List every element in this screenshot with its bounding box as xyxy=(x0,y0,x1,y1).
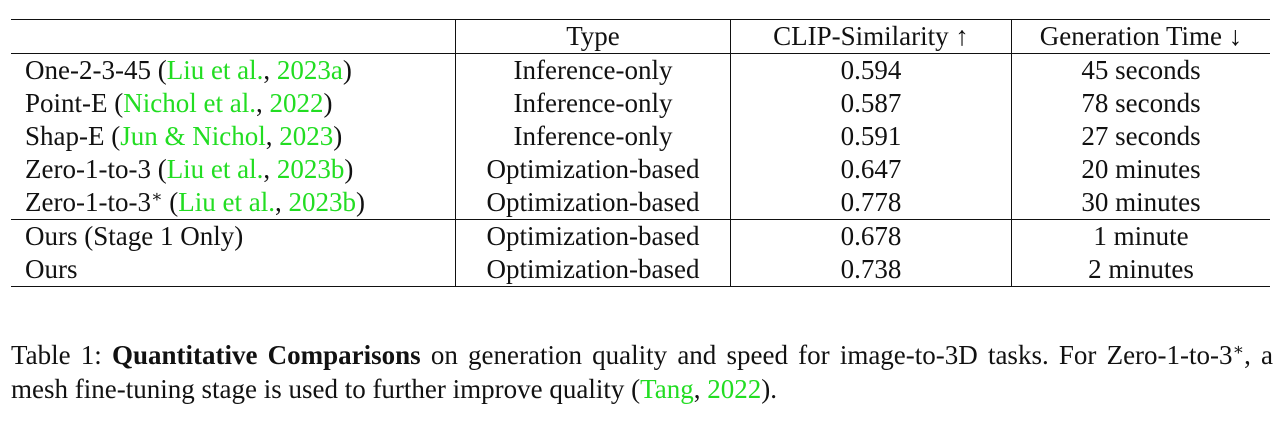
type-cell: Inference-only xyxy=(455,87,731,120)
clip-cell: 0.594 xyxy=(730,53,1012,87)
table-row: Zero-1-to-3∗ (Liu et al., 2023b) Optimiz… xyxy=(11,186,1270,220)
header-type: Type xyxy=(455,19,731,54)
caption-label: Table 1: xyxy=(11,340,112,370)
table-row: One-2-3-45 (Liu et al., 2023a) Inference… xyxy=(11,53,1270,87)
type-cell: Inference-only xyxy=(455,120,731,153)
time-cell: 78 seconds xyxy=(1081,88,1201,118)
clip-cell: 0.778 xyxy=(730,186,1012,220)
clip-cell: 0.591 xyxy=(730,120,1012,153)
asterisk-marker: ∗ xyxy=(150,187,163,206)
citation-link[interactable]: Jun & Nichol xyxy=(120,121,266,151)
method-cell: Ours xyxy=(11,253,456,287)
time-cell: 2 minutes xyxy=(1011,253,1270,287)
type-cell: Optimization-based xyxy=(455,153,731,186)
table-header-row: Type CLIP-Similarity ↑ Generation Time ↓ xyxy=(11,19,1270,54)
table-row: Shap-E (Jun & Nichol, 2023) Inference-on… xyxy=(11,120,1270,153)
table-row: Ours Optimization-based 0.738 2 minutes xyxy=(11,253,1270,287)
citation-link[interactable]: Liu et al. xyxy=(178,187,275,217)
type-cell: Inference-only xyxy=(455,53,731,87)
time-cell: 27 seconds xyxy=(1081,121,1201,151)
header-generation-time: Generation Time ↓ xyxy=(1011,19,1270,54)
citation-year-link[interactable]: 2023 xyxy=(279,121,334,151)
comparison-table: Type CLIP-Similarity ↑ Generation Time ↓… xyxy=(11,19,1270,287)
citation-year-link[interactable]: 2022 xyxy=(707,374,762,404)
citation-year-link[interactable]: 2023b xyxy=(288,187,356,217)
time-cell: 30 minutes xyxy=(1081,187,1201,217)
header-method xyxy=(11,19,456,54)
citation-link[interactable]: Nichol et al. xyxy=(123,88,256,118)
asterisk-marker: ∗ xyxy=(1232,340,1245,359)
clip-cell: 0.678 xyxy=(730,219,1012,253)
method-cell: Shap-E (Jun & Nichol, 2023) xyxy=(11,120,456,153)
citation-link[interactable]: Tang xyxy=(640,374,694,404)
type-cell: Optimization-based xyxy=(455,253,731,287)
time-cell: 20 minutes xyxy=(1081,154,1201,184)
table-row: Zero-1-to-3 (Liu et al., 2023b) Optimiza… xyxy=(11,153,1270,186)
clip-cell: 0.587 xyxy=(730,87,1012,120)
table-caption: Table 1: Quantitative Comparisons on gen… xyxy=(11,340,1273,404)
citation-link[interactable]: Liu et al. xyxy=(166,55,264,85)
clip-cell: 0.647 xyxy=(730,153,1012,186)
header-clip-similarity: CLIP-Similarity ↑ xyxy=(730,19,1012,54)
citation-year-link[interactable]: 2023a xyxy=(276,55,343,85)
citation-link[interactable]: Liu et al. xyxy=(166,154,264,184)
method-cell: Zero-1-to-3∗ (Liu et al., 2023b) xyxy=(11,186,456,220)
method-cell: Point-E (Nichol et al., 2022) xyxy=(11,87,456,120)
time-cell: 1 minute xyxy=(1011,219,1270,253)
method-cell: One-2-3-45 (Liu et al., 2023a) xyxy=(11,53,456,87)
table-row: Ours (Stage 1 Only) Optimization-based 0… xyxy=(11,219,1270,253)
type-cell: Optimization-based xyxy=(455,219,731,253)
citation-year-link[interactable]: 2022 xyxy=(269,88,324,118)
comparison-table-container: Type CLIP-Similarity ↑ Generation Time ↓… xyxy=(11,19,1270,287)
method-cell: Zero-1-to-3 (Liu et al., 2023b) xyxy=(11,153,456,186)
type-cell: Optimization-based xyxy=(455,186,731,220)
caption-bold-title: Quantitative Comparisons xyxy=(111,340,421,370)
clip-cell: 0.738 xyxy=(730,253,1012,287)
table-row: Point-E (Nichol et al., 2022) Inference-… xyxy=(11,87,1270,120)
method-cell: Ours (Stage 1 Only) xyxy=(11,219,456,253)
citation-year-link[interactable]: 2023b xyxy=(276,154,345,184)
time-cell: 45 seconds xyxy=(1081,55,1201,85)
